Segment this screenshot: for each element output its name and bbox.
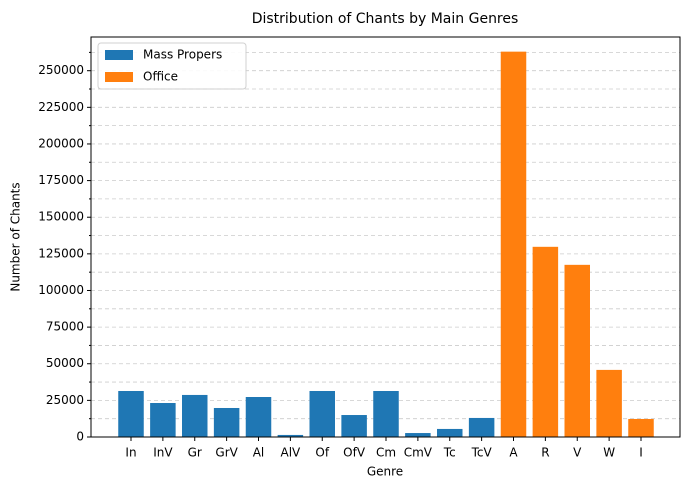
bar (182, 394, 208, 437)
y-axis-label: Number of Chants (9, 182, 23, 291)
y-tick-label: 25000 (46, 393, 84, 407)
x-tick-label: TcV (471, 446, 493, 460)
y-tick-label: 150000 (38, 210, 84, 224)
x-tick-label: Al (253, 446, 265, 460)
bar (532, 246, 559, 437)
x-tick-label: Tc (443, 446, 456, 460)
bar (564, 264, 590, 437)
bar (277, 434, 304, 437)
x-tick-label: Gr (188, 446, 202, 460)
x-tick-label: AlV (280, 446, 301, 460)
bar (309, 390, 335, 437)
bar (118, 390, 144, 437)
x-tick-label: Cm (376, 446, 396, 460)
x-tick-label: R (541, 446, 549, 460)
x-tick-label: A (509, 446, 518, 460)
x-tick-label: In (125, 446, 136, 460)
bar (405, 433, 431, 437)
bar (596, 369, 622, 437)
y-tick-label: 200000 (38, 136, 84, 150)
x-tick-label: Of (315, 446, 329, 460)
x-tick-label: InV (153, 446, 173, 460)
y-tick-label: 175000 (38, 173, 84, 187)
legend-label: Office (143, 70, 178, 84)
x-tick-label: I (639, 446, 643, 460)
bar (373, 390, 399, 437)
x-tick-label: V (573, 446, 582, 460)
bar (213, 407, 240, 437)
chart-title: Distribution of Chants by Main Genres (252, 11, 519, 27)
x-tick-label: CmV (404, 446, 433, 460)
y-tick-label: 125000 (38, 246, 84, 260)
bar (628, 418, 654, 437)
y-tick-label: 0 (76, 430, 84, 444)
x-tick-label: GrV (215, 446, 238, 460)
legend-swatch (105, 72, 133, 82)
legend-label: Mass Propers (143, 48, 222, 62)
bar (437, 428, 463, 437)
x-axis-label: Genre (367, 465, 403, 479)
x-tick-label: W (603, 446, 615, 460)
y-tick-label: 250000 (38, 63, 84, 77)
axes-frame (90, 36, 681, 438)
legend-swatch (105, 50, 133, 60)
bar (500, 51, 527, 438)
bar (150, 403, 176, 437)
bar (245, 397, 272, 437)
y-tick-label: 50000 (46, 356, 84, 370)
y-tick-label: 100000 (38, 283, 84, 297)
y-tick-label: 225000 (38, 100, 84, 114)
legend-box (97, 42, 247, 90)
x-tick-label: OfV (343, 446, 366, 460)
bar (468, 417, 495, 437)
bar (341, 415, 367, 437)
y-tick-label: 75000 (46, 320, 84, 334)
